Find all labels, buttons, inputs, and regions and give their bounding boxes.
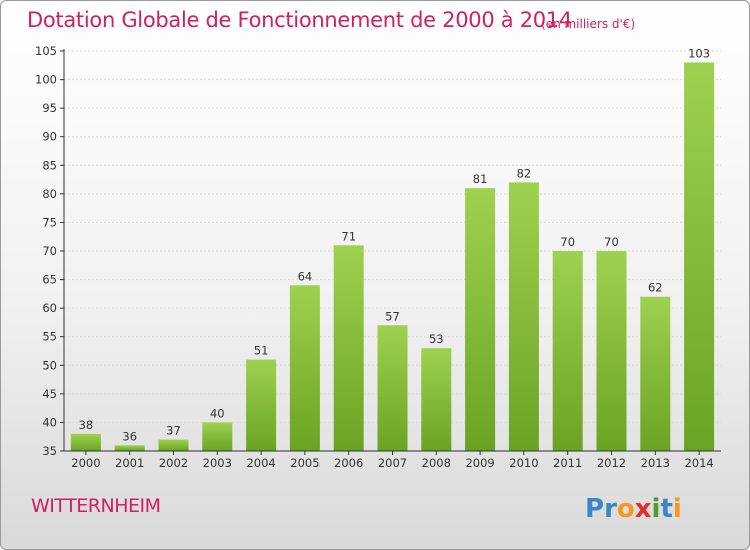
bar <box>289 285 320 451</box>
x-tick-label: 2003 <box>203 456 232 470</box>
x-tick-label: 2009 <box>465 456 494 470</box>
y-tick-label: 85 <box>42 158 57 172</box>
bar <box>114 445 145 451</box>
x-tick-label: 2008 <box>422 456 451 470</box>
data-label: 38 <box>79 418 94 432</box>
y-tick-label: 60 <box>42 301 57 315</box>
bar <box>70 433 101 451</box>
bar <box>246 359 277 451</box>
svg-text:Proxiti: Proxiti <box>585 494 682 524</box>
data-label: 64 <box>298 269 313 283</box>
bar <box>465 188 496 451</box>
chart-title: Dotation Globale de Fonctionnement de 20… <box>27 8 572 32</box>
x-tick-label: 2006 <box>334 456 363 470</box>
bar <box>596 251 627 451</box>
y-tick-label: 75 <box>42 215 57 229</box>
data-label: 53 <box>429 332 444 346</box>
unit-note: (en milliers d'€) <box>541 17 636 31</box>
y-tick-label: 65 <box>42 273 57 287</box>
data-label: 37 <box>166 424 181 438</box>
y-tick-label: 50 <box>42 358 57 372</box>
data-label: 51 <box>254 344 269 358</box>
data-label: 57 <box>385 309 400 323</box>
data-label: 71 <box>341 229 356 243</box>
y-tick-label: 105 <box>35 44 57 58</box>
data-label: 36 <box>122 429 137 443</box>
x-tick-label: 2005 <box>290 456 319 470</box>
data-label: 70 <box>560 235 575 249</box>
axes: 35 40 45 50 55 60 65 70 75 80 85 90 95 100 105 2000 2001… <box>35 44 721 470</box>
proxiti-logo: Proxiti <box>585 494 682 524</box>
data-label: 103 <box>688 46 710 60</box>
bar <box>333 245 364 451</box>
x-tick-label: 2013 <box>641 456 670 470</box>
x-tick-label: 2000 <box>71 456 100 470</box>
y-tick-label: 100 <box>35 73 57 87</box>
data-label: 81 <box>473 172 488 186</box>
y-tick-label: 95 <box>42 101 57 115</box>
x-tick-label: 2001 <box>115 456 144 470</box>
x-tick-label: 2007 <box>378 456 407 470</box>
bars: 38 36 37 40 51 64 71 57 53 81 82 70 70 62 103 <box>70 46 715 452</box>
bar <box>640 296 671 451</box>
bar <box>684 62 715 452</box>
x-tick-label: 2014 <box>684 456 713 470</box>
x-tick-label: 2012 <box>597 456 626 470</box>
x-tick-label: 2011 <box>553 456 582 470</box>
bar <box>508 182 539 451</box>
y-tick-label: 35 <box>42 444 57 458</box>
x-tick-label: 2004 <box>246 456 275 470</box>
y-tick-label: 55 <box>42 330 57 344</box>
y-tick-label: 70 <box>42 244 57 258</box>
data-label: 82 <box>517 166 532 180</box>
commune-name: WITTERNHEIM <box>31 495 161 517</box>
x-tick-label: 2002 <box>159 456 188 470</box>
data-label: 62 <box>648 281 663 295</box>
y-tick-label: 90 <box>42 130 57 144</box>
bar <box>377 325 408 451</box>
y-tick-label: 80 <box>42 187 57 201</box>
bar <box>158 439 189 451</box>
y-tick-label: 40 <box>42 415 57 429</box>
data-label: 70 <box>604 235 619 249</box>
bar <box>552 251 583 451</box>
bar <box>421 348 452 451</box>
data-label: 40 <box>210 406 225 420</box>
x-tick-label: 2010 <box>509 456 538 470</box>
y-tick-label: 45 <box>42 387 57 401</box>
bar <box>202 422 233 451</box>
